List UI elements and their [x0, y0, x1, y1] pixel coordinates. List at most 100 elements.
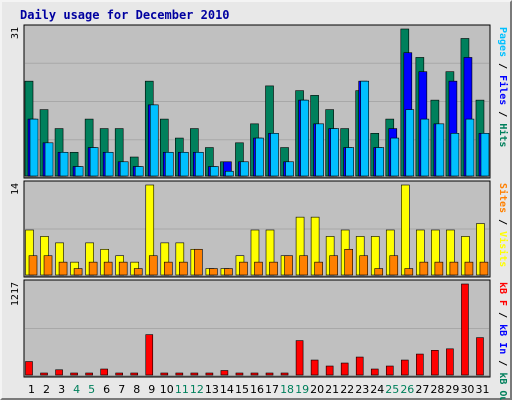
y-max-label: 14: [10, 183, 21, 195]
bar-pages: [225, 170, 234, 177]
legend-entry: kB Out: [497, 372, 508, 400]
bar-sites: [344, 248, 353, 276]
legend-entry: /: [497, 306, 508, 324]
bar-pages: [450, 133, 460, 177]
bar-sites: [103, 261, 113, 276]
bar-pages: [315, 123, 324, 177]
bar-kbf: [265, 372, 274, 376]
day-label: 18: [280, 383, 294, 396]
bar-pages: [149, 104, 159, 177]
bar-pages: [360, 80, 370, 177]
day-label: 4: [73, 383, 80, 396]
bar-kbf: [235, 372, 244, 376]
bar-kbf: [461, 283, 469, 376]
bar-kbf: [250, 372, 259, 376]
bar-sites: [194, 248, 203, 276]
day-label: 20: [310, 383, 324, 396]
bar-sites: [449, 261, 459, 276]
legend: Pages / Files / Hits: [497, 27, 509, 147]
bar-sites: [284, 255, 293, 276]
day-label: 7: [118, 383, 125, 396]
bar-kbf: [280, 372, 289, 376]
day-label: 22: [340, 383, 354, 396]
bar-kbf: [175, 372, 184, 376]
bar-sites: [359, 255, 369, 276]
bar-kbf: [70, 372, 78, 376]
bar-kbf: [220, 370, 229, 376]
day-label: 21: [325, 383, 339, 396]
bar-kbf: [145, 334, 154, 376]
bar-kbf: [325, 365, 334, 376]
y-max-label: 31: [10, 27, 21, 39]
bar-pages: [29, 118, 39, 177]
bar-sites: [434, 261, 444, 276]
bar-pages: [44, 142, 54, 177]
bar-pages: [285, 161, 294, 177]
bar-kbf: [476, 337, 484, 376]
day-label: 16: [250, 383, 264, 396]
bar-sites: [224, 268, 233, 276]
bar-pages: [270, 133, 279, 177]
legend-entry: kB In: [497, 324, 508, 354]
day-label: 9: [148, 383, 155, 396]
day-label: 24: [370, 383, 384, 396]
day-axis-labels: 1 2 3 4 5 6 7 8 9 10 11 12 13 14 15 16 17 18 19 20 21 22 23 24 2…: [28, 383, 489, 396]
bar-sites: [464, 261, 474, 276]
bar-sites: [133, 268, 143, 276]
bar-pages: [300, 99, 309, 177]
bar-kbf: [160, 372, 169, 376]
bar-pages: [390, 137, 400, 177]
bar-kbf: [205, 372, 214, 376]
bar-sites: [419, 261, 429, 276]
bar-pages: [345, 147, 354, 177]
legend-entry: kB F: [497, 282, 508, 306]
bar-pages: [465, 118, 475, 177]
day-label: 28: [430, 383, 444, 396]
y-max-label: 1217: [10, 282, 21, 306]
bar-pages: [89, 147, 99, 177]
bar-pages: [195, 151, 204, 177]
bar-sites: [88, 261, 98, 276]
legend-entry: Sites: [497, 183, 509, 213]
bar-kbf: [115, 372, 123, 376]
bar-sites: [269, 261, 278, 276]
bar-pages: [480, 133, 490, 177]
bar-pages: [74, 166, 84, 177]
bar-kbf: [370, 368, 379, 376]
day-label: 25: [385, 383, 399, 396]
day-label: 13: [205, 383, 219, 396]
panel-visits_sites: 14 Sites / Visits: [10, 180, 509, 278]
legend-entry: Visits: [497, 231, 509, 267]
bar-sites: [404, 268, 414, 276]
bar-pages: [164, 151, 174, 177]
bar-kbf: [295, 340, 304, 376]
bar-pages: [134, 166, 144, 177]
bar-sites: [43, 255, 53, 276]
bar-pages: [255, 137, 264, 177]
day-label: 11: [175, 383, 189, 396]
bar-sites: [314, 261, 323, 276]
bar-sites: [28, 255, 38, 276]
bar-pages: [435, 123, 445, 177]
bar-pages: [119, 161, 129, 177]
bar-pages: [59, 151, 69, 177]
bar-pages: [240, 161, 249, 177]
bar-kbf: [385, 365, 394, 376]
bar-pages: [180, 151, 189, 177]
bar-sites: [254, 261, 263, 276]
bar-pages: [405, 109, 415, 177]
day-label: 30: [460, 383, 474, 396]
legend: kB F / kB In / kB Out: [497, 282, 508, 400]
bar-pages: [420, 118, 430, 177]
bar-sites: [73, 268, 83, 276]
legend-entry: /: [497, 213, 508, 231]
day-label: 8: [133, 383, 140, 396]
bar-kbf: [355, 356, 364, 376]
bar-sites: [58, 261, 68, 276]
bar-sites: [179, 261, 188, 276]
bar-sites: [239, 261, 248, 276]
bar-sites: [163, 261, 173, 276]
day-label: 26: [400, 383, 414, 396]
legend-entry: Files: [497, 75, 509, 105]
day-label: 29: [445, 383, 459, 396]
